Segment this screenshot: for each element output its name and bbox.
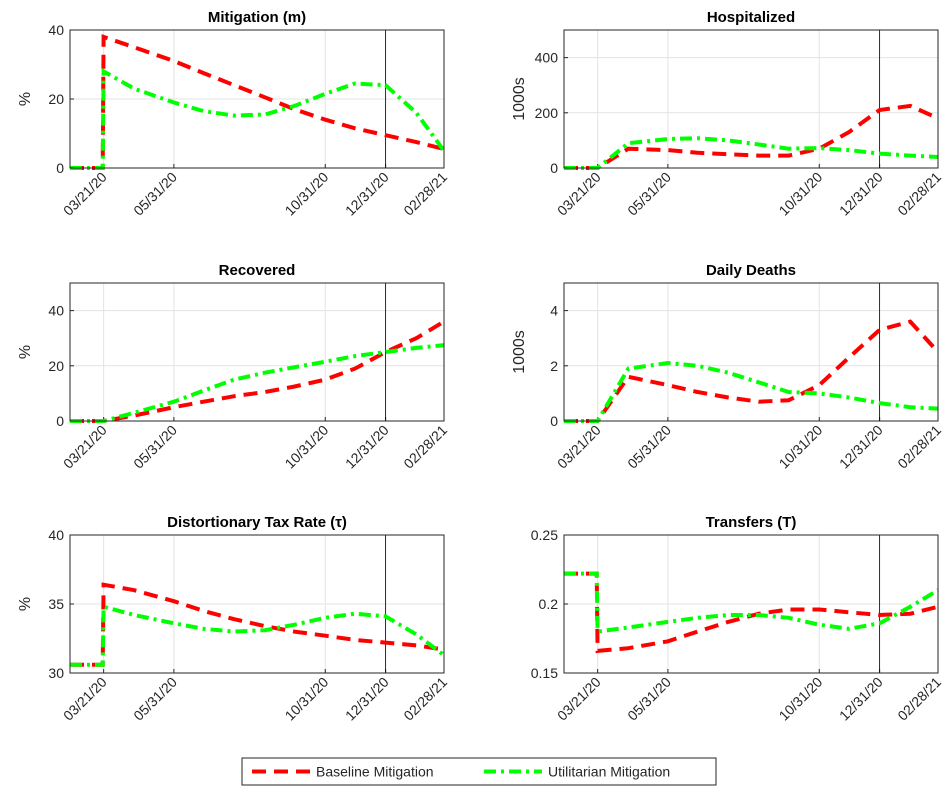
series-line	[564, 103, 939, 170]
series-line	[70, 34, 445, 170]
y-tick-label: 4	[550, 303, 558, 319]
x-tick-label: 05/31/20	[624, 674, 674, 724]
y-axis-label: 1000s	[511, 77, 528, 121]
y-tick-label: 20	[48, 358, 64, 374]
chart-title: Distortionary Tax Rate (τ)	[167, 514, 347, 531]
series-line	[70, 67, 446, 170]
series-line	[70, 582, 445, 667]
plot-area	[564, 30, 938, 168]
axes-box	[69, 282, 445, 422]
x-tick-label: 12/31/20	[836, 169, 886, 219]
chart-title: Recovered	[219, 262, 296, 279]
panel: 0 2 4 03/21/20 05/31/20 10/31/20 12/31/20 02/28…	[511, 262, 944, 472]
x-tick-label: 02/28/21	[400, 674, 450, 724]
x-tick-label: 12/31/20	[342, 422, 392, 472]
y-axis-label: %	[17, 92, 34, 106]
x-tick-label: 05/31/20	[624, 422, 674, 472]
x-tick-label: 12/31/20	[342, 169, 392, 219]
x-tick-label: 02/28/21	[400, 422, 450, 472]
x-tick-label: 03/21/20	[554, 674, 604, 724]
series-line	[70, 343, 445, 423]
x-tick-label: 05/31/20	[130, 169, 180, 219]
y-tick-label: 0.25	[531, 527, 558, 543]
y-tick-label: 200	[535, 105, 559, 121]
y-axis-label: %	[17, 597, 34, 611]
x-tick-label: 03/21/20	[554, 169, 604, 219]
panel: 0 20 40 03/21/20 05/31/20 10/31/20 12/31/20 02/…	[17, 9, 450, 219]
x-tick-label: 12/31/20	[836, 674, 886, 724]
x-tick-label: 10/31/20	[776, 169, 826, 219]
y-tick-label: 0.15	[531, 665, 558, 681]
x-tick-label: 02/28/21	[894, 422, 944, 472]
y-tick-label: 2	[550, 358, 558, 374]
axes-box	[563, 29, 939, 169]
chart-title: Daily Deaths	[706, 262, 796, 279]
x-tick-label: 10/31/20	[282, 674, 332, 724]
y-axis-label: 1000s	[511, 330, 528, 374]
plot-area	[70, 283, 444, 421]
axes-box	[563, 534, 939, 674]
axes-box	[69, 534, 445, 674]
legend-label: Utilitarian Mitigation	[548, 764, 670, 780]
series-line	[564, 571, 939, 654]
legend-label: Baseline Mitigation	[316, 764, 434, 780]
x-tick-label: 02/28/21	[894, 169, 944, 219]
x-tick-label: 03/21/20	[60, 422, 110, 472]
x-tick-label: 12/31/20	[836, 422, 886, 472]
x-tick-label: 05/31/20	[130, 674, 180, 724]
legend-box	[241, 757, 717, 786]
panel: 0 20 40 03/21/20 05/31/20 10/31/20 12/31/20 02/…	[17, 262, 450, 472]
y-tick-label: 40	[48, 303, 64, 319]
plot-area	[564, 283, 938, 421]
x-tick-label: 10/31/20	[282, 422, 332, 472]
panel: 0.15 0.2 0.25 03/21/20 05/31/20 10/31/20 12/31…	[531, 514, 945, 724]
y-axis-label: %	[17, 345, 34, 359]
series-line	[564, 319, 940, 423]
chart-title: Hospitalized	[707, 9, 795, 26]
legend: Baseline Mitigation Utilitarian Mitigatio…	[241, 757, 717, 786]
x-tick-label: 10/31/20	[776, 674, 826, 724]
y-tick-label: 35	[48, 596, 64, 612]
x-tick-label: 10/31/20	[282, 169, 332, 219]
series-line	[564, 360, 939, 423]
axes-box	[69, 29, 445, 169]
y-tick-label: 0	[550, 413, 558, 429]
x-tick-label: 03/21/20	[554, 422, 604, 472]
axes-box	[563, 282, 939, 422]
y-tick-label: 0	[56, 160, 64, 176]
y-tick-label: 400	[535, 50, 559, 66]
x-tick-label: 02/28/21	[894, 674, 944, 724]
series-line	[70, 319, 446, 423]
y-tick-label: 30	[48, 665, 64, 681]
y-tick-label: 40	[48, 527, 64, 543]
x-tick-label: 02/28/21	[400, 169, 450, 219]
y-tick-label: 0	[550, 160, 558, 176]
y-tick-label: 40	[48, 22, 64, 38]
y-tick-label: 20	[48, 91, 64, 107]
x-tick-label: 10/31/20	[776, 422, 826, 472]
y-tick-label: 0.2	[539, 596, 559, 612]
panel: 0 200 400 03/21/20 05/31/20 10/31/20 12/31/20 0…	[511, 9, 944, 219]
chart-title: Transfers (T)	[706, 514, 797, 531]
x-tick-label: 03/21/20	[60, 674, 110, 724]
x-tick-label: 03/21/20	[60, 169, 110, 219]
y-tick-label: 0	[56, 413, 64, 429]
chart-title: Mitigation (m)	[208, 9, 306, 26]
x-tick-label: 05/31/20	[624, 169, 674, 219]
x-tick-label: 05/31/20	[130, 422, 180, 472]
x-tick-label: 12/31/20	[342, 674, 392, 724]
panel: 30 35 40 03/21/20 05/31/20 10/31/20 12/31/20 02…	[17, 514, 450, 724]
